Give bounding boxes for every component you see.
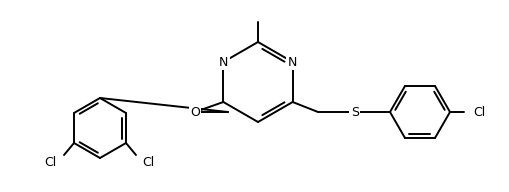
Text: Cl: Cl bbox=[472, 105, 484, 118]
Text: O: O bbox=[190, 105, 200, 118]
Text: N: N bbox=[218, 55, 228, 69]
Text: S: S bbox=[350, 105, 358, 118]
Text: Cl: Cl bbox=[142, 156, 154, 170]
Text: Cl: Cl bbox=[44, 156, 56, 170]
Text: N: N bbox=[288, 55, 297, 69]
